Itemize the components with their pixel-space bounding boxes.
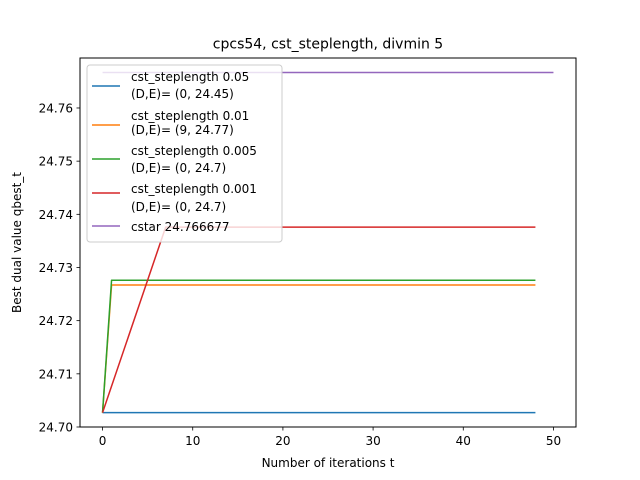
legend-label-4: cst_steplength 0.001: [131, 182, 257, 196]
legend-sublabel-4: (D,E)= (0, 24.7): [131, 200, 226, 214]
legend-sublabel-1: (D,E)= (0, 24.45): [131, 87, 234, 101]
y-tick-label: 24.74: [39, 208, 73, 222]
legend-sublabel-3: (D,E)= (0, 24.7): [131, 161, 226, 175]
x-tick-label: 50: [546, 434, 561, 448]
x-tick-label: 10: [185, 434, 200, 448]
x-tick-label: 30: [365, 434, 380, 448]
chart-title: cpcs54, cst_steplength, divmin 5: [213, 37, 443, 53]
series-line-3: [101, 279, 536, 413]
legend-box: [86, 64, 283, 243]
legend-label-1: cst_steplength 0.05: [131, 70, 249, 84]
y-tick-label: 24.71: [39, 367, 73, 381]
x-axis-label: Number of iterations t: [262, 456, 395, 470]
y-axis: 24.70 24.71 24.72 24.73 24.74 24.75 24.76: [39, 101, 80, 435]
axes-frame: [79, 57, 577, 428]
y-tick-label: 24.75: [39, 155, 73, 169]
legend-label-2: cst_steplength 0.01: [131, 109, 249, 123]
y-tick-label: 24.73: [39, 261, 73, 275]
x-axis: 0 10 20 30 40 50: [99, 427, 561, 448]
y-tick-label: 24.72: [39, 314, 73, 328]
x-tick-label: 0: [99, 434, 107, 448]
x-tick-label: 40: [456, 434, 471, 448]
x-tick-label: 20: [275, 434, 290, 448]
legend-label-3: cst_steplength 0.005: [131, 144, 257, 158]
legend: cst_steplength 0.05 (D,E)= (0, 24.45) cst_…: [86, 64, 283, 243]
legend-label-5: cstar 24.766677: [131, 220, 230, 234]
y-tick-label: 24.76: [39, 101, 73, 115]
legend-sublabel-2: (D,E)= (9, 24.77): [131, 123, 234, 137]
y-axis-label: Best dual value qbest_t: [10, 172, 24, 313]
y-tick-label: 24.70: [39, 421, 73, 435]
